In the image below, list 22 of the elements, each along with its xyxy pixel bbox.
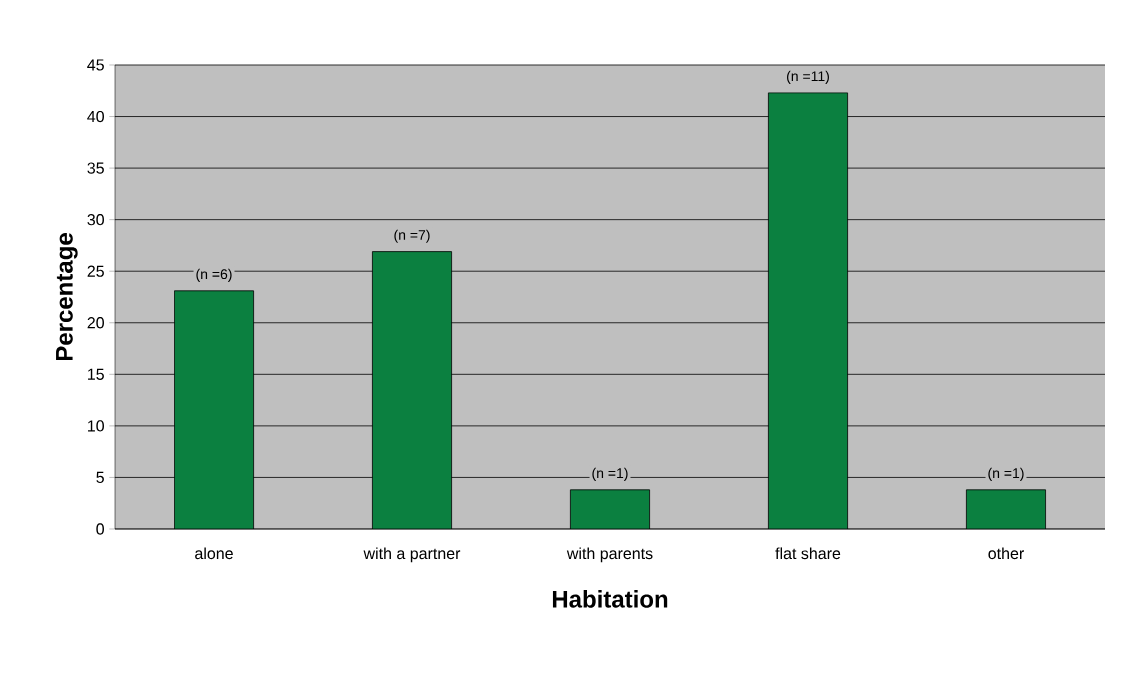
y-tick-label: 40	[87, 110, 104, 123]
x-tick-label: other	[988, 547, 1024, 560]
y-tick-label: 5	[96, 471, 104, 483]
y-axis-title: Percentage	[56, 233, 78, 361]
annotation: (n =6)	[196, 268, 232, 282]
x-axis-title: Habitation	[552, 590, 668, 608]
y-tick-label: 20	[87, 317, 104, 329]
x-tick-label: with a partner	[363, 547, 461, 563]
y-tick-label: 35	[87, 162, 104, 174]
x-tick-label: alone	[195, 547, 233, 560]
y-tick-label: 30	[87, 214, 104, 226]
y-tick-label: 15	[88, 368, 104, 380]
annotation: (n =7)	[394, 229, 430, 243]
x-tick-label: with parents	[566, 547, 653, 563]
y-tick-label: 10	[88, 420, 104, 432]
annotation: (n =1)	[988, 467, 1024, 481]
annotation: (n =11)	[787, 70, 829, 84]
y-tick-label: 45	[87, 59, 104, 71]
annotation: (n =1)	[592, 467, 628, 481]
x-tick-label: flat share	[775, 547, 841, 560]
y-tick-label: 0	[96, 523, 104, 535]
y-tick-label: 25	[87, 265, 104, 277]
